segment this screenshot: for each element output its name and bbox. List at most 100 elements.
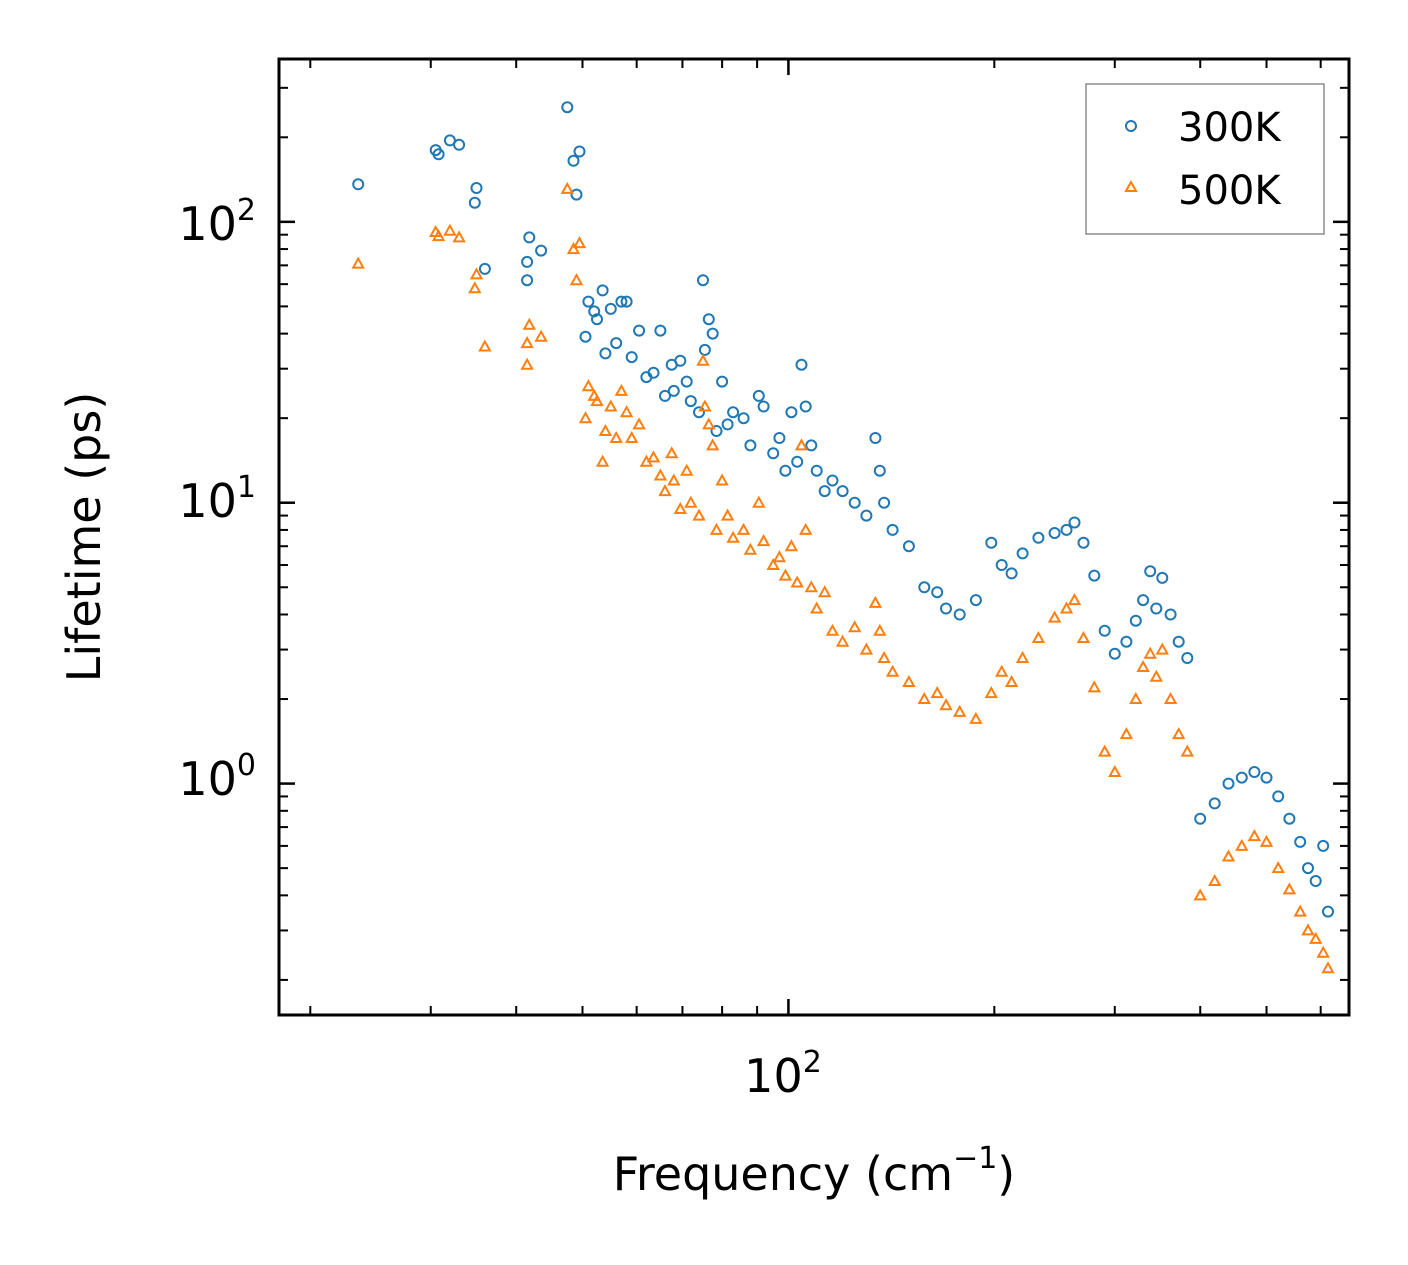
point-300k [826,474,839,487]
point-500k [667,473,681,486]
point-300k [1302,862,1314,875]
point-500k [766,557,780,570]
point-300k [1048,527,1061,539]
point-500k [1293,904,1307,917]
point-300k [596,284,609,297]
point-500k [1129,691,1143,704]
point-500k [930,686,944,699]
point-500k [522,317,536,330]
point-500k [598,423,613,436]
point-300k [604,302,617,315]
point-500k [835,634,850,647]
point-500k [619,405,634,418]
point-300k [727,406,740,419]
point-300k [620,295,633,308]
point-300k [432,148,445,161]
point-300k [591,313,603,326]
point-500k [431,229,446,242]
point-300k [1322,905,1334,918]
point-500k [569,273,584,286]
point-500k [726,530,740,543]
point-300k [1144,565,1157,578]
point-500k [877,650,891,663]
point-300k [818,485,831,498]
point-500k [743,542,758,555]
point-500k [715,473,729,486]
point-300k [1156,571,1169,584]
point-500k [868,595,883,608]
point-500k [534,329,548,342]
point-500k [1076,630,1091,643]
point-500k [702,417,716,430]
point-500k [1208,873,1222,886]
point-500k [1247,829,1262,842]
point-500k [1235,838,1249,851]
point-300k [721,418,734,431]
axis-ticks [279,59,1349,1015]
point-300k [625,351,638,364]
point-300k [702,313,715,326]
point-500k [632,417,646,430]
point-300k [918,581,931,594]
point-300k [1172,635,1185,648]
point-500k [873,623,887,636]
point-500k [684,495,698,508]
point-300k [710,425,723,437]
point-500k [578,411,593,424]
point-300k [352,178,365,191]
point-500k [595,454,610,467]
point-300k [1016,547,1029,560]
point-500k [1271,861,1285,874]
point-500k [1067,593,1082,606]
legend: 300K 500K [1085,83,1325,235]
point-300k [610,337,623,350]
point-300k [886,523,899,536]
point-500k [1259,834,1274,847]
point-300k [744,439,757,452]
point-500k [736,522,751,535]
legend-marker-500k [1124,179,1138,192]
point-500k [790,575,804,588]
point-500k [351,256,365,269]
point-300k [1164,608,1177,621]
point-300k [773,432,786,444]
point-500k [680,463,694,476]
point-500k [794,438,809,451]
point-300k [795,358,808,371]
point-500k [1309,931,1323,944]
point-500k [720,508,735,521]
y-tick-label-10: 101 [178,470,256,528]
point-300k [737,412,750,425]
point-500k [995,664,1009,677]
point-300k [1309,875,1322,887]
point-300k [752,389,765,402]
point-300k [1235,771,1248,784]
point-300k [1005,567,1018,580]
point-500k [469,267,484,280]
point-500k [1108,764,1122,777]
point-300k [779,464,792,477]
point-500k [604,399,618,412]
point-500k [609,430,623,443]
point-500k [709,522,724,535]
point-300k [969,594,982,607]
point-500k [646,450,661,463]
point-500k [1193,888,1207,901]
point-500k [566,242,581,255]
point-500k [1098,744,1112,757]
legend-label-500k: 500K [1178,168,1282,214]
point-300k [588,305,601,318]
point-500k [939,698,953,711]
point-500k [665,446,679,459]
point-500k [1180,744,1194,757]
point-300k [667,384,680,397]
point-300k [599,347,612,360]
point-300k [836,485,849,498]
point-300k [674,354,687,367]
point-300k [468,196,481,209]
point-300k [659,389,671,402]
point-300k [1077,536,1090,549]
x-tick-label-100: 102 [744,1045,822,1103]
point-300k [570,188,583,201]
point-500k [692,508,706,521]
